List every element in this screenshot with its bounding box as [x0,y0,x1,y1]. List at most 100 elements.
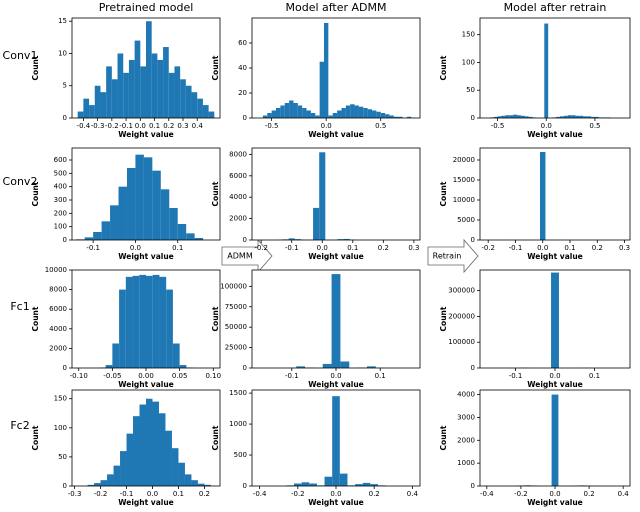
bar [385,114,390,118]
x-tick-label: -0.2 [481,244,495,252]
x-tick-label: 0.2 [199,490,210,498]
bar [324,476,333,486]
bar [367,109,372,118]
bar [331,274,341,368]
x-tick-label: -0.5 [265,122,279,130]
bar [123,72,129,118]
x-tick-label: -0.1 [119,122,133,130]
bar [128,59,135,118]
x-tick-label: -0.4 [253,490,267,498]
bar [319,152,326,240]
bar [276,108,281,118]
bar [544,23,549,118]
x-axis-label: Weight value [308,498,364,507]
bar [288,238,295,240]
x-axis-label: Weight value [308,380,364,389]
y-tick-label: 1000 [229,420,247,428]
y-tick-label: 0 [243,482,247,490]
x-tick-label: -0.05 [103,372,121,380]
bar [337,110,342,118]
bar [139,404,146,486]
bar [184,474,192,486]
x-tick-label: 0.1 [375,372,386,380]
bar [159,276,167,368]
y-axis-label: Count [31,306,40,331]
bar [358,106,364,118]
y-tick-label: 60 [238,39,247,47]
bar [105,365,113,368]
axes-frame [71,147,221,241]
y-tick-label: 6000 [229,172,247,180]
y-tick-label: 1000 [457,459,475,467]
bar [107,474,114,486]
y-tick-label: 0 [63,114,67,122]
x-tick-label: 0.0 [549,490,560,498]
histogram-panel: -0.4 -0.2 0.0 0.2 0.4 0 500 1000 1500 Weight valu… [211,389,421,507]
histogram-panel: -0.3 -0.2 -0.1 0.0 0.1 0.2 0 50 100 150 Weight val… [31,389,221,507]
x-tick-label: 0.1 [564,244,575,252]
y-tick-label: 0 [243,114,247,122]
bar [350,104,355,118]
x-tick-label: -0.10 [70,372,88,380]
bar [559,116,564,118]
bar [126,433,134,486]
bar [362,482,371,486]
y-tick-label: 0 [63,364,67,372]
y-tick-label: 50 [466,86,475,94]
bar [180,79,186,118]
bar [551,272,559,368]
bar [289,100,294,118]
x-tick-label: -0.1 [285,244,299,252]
bar [87,484,95,486]
y-axis-label: Count [211,55,220,80]
bar [296,366,306,368]
bar [191,92,198,118]
y-axis-label: Count [439,425,448,450]
x-tick-label: 0.3 [408,244,419,252]
bar [165,430,172,486]
bar [370,484,378,486]
bar [151,53,158,118]
bar [540,152,546,240]
y-tick-label: 0 [471,114,475,122]
bar [579,115,584,118]
x-tick-label: 0.0 [330,490,341,498]
bar [380,113,386,118]
bar [178,462,185,486]
bar [324,23,329,118]
axes-frame [479,147,631,241]
bar [293,103,298,118]
bar [262,115,268,118]
y-tick-label: 5 [63,82,67,90]
y-tick-label: 40 [238,64,247,72]
histogram-panel: -0.5 0.0 0.5 0 20 40 60 Weight value Count [211,17,421,139]
bar [591,116,595,118]
y-tick-label: 0 [471,482,475,490]
y-tick-label: 200 [54,209,67,217]
y-tick-label: 150 [462,31,475,39]
bar [313,207,320,240]
y-tick-label: 600 [54,156,67,164]
y-axis-label: Count [439,181,448,206]
y-tick-label: 25000 [225,344,247,352]
histogram-panel: -0.1 0.0 0.1 0 25000 50000 75000 100000 Weight v… [211,269,421,389]
bar [301,482,310,486]
bar [133,416,140,486]
bar [197,98,203,118]
bar [398,116,403,118]
bar [583,116,588,118]
y-tick-label: 500 [234,451,247,459]
x-tick-label: 0.3 [177,122,188,130]
y-tick-label: 10000 [453,196,475,204]
x-axis-label: Weight value [118,380,174,389]
bar [101,221,111,240]
bar [100,480,108,486]
bar [140,66,146,118]
y-tick-label: 400 [54,183,67,191]
bar [393,116,399,118]
y-tick-label: 200000 [448,312,475,320]
bar [493,116,498,118]
x-tick-label: 0.4 [407,490,419,498]
bar [119,289,126,368]
x-tick-label: 0.0 [549,372,560,380]
